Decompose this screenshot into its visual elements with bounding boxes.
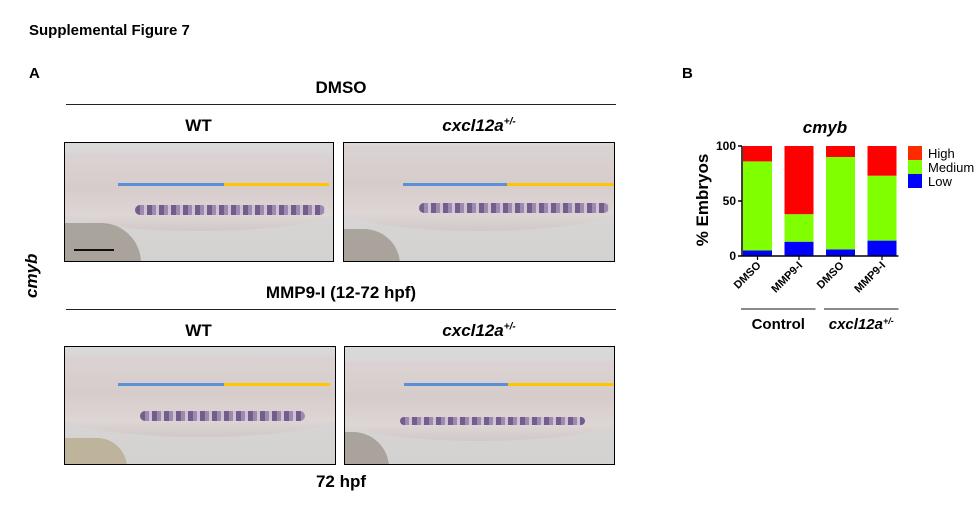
bar-segment-medium <box>826 157 855 250</box>
bar-segment-medium <box>743 161 772 251</box>
gene-label-cmyb: cmyb <box>22 253 41 298</box>
genotype-superscript: +/- <box>503 321 516 333</box>
bar-segment-high <box>743 146 772 162</box>
genotype-heading-cxcl12a: cxcl12a+/- <box>345 116 613 136</box>
treatment-divider <box>66 104 616 105</box>
embryo-tissue <box>345 361 614 441</box>
panel-b-label: B <box>682 65 693 82</box>
y-tick-label: 100 <box>716 139 736 153</box>
treatment-divider <box>66 309 616 310</box>
length-segment-anterior <box>118 183 224 186</box>
cmyb-staining <box>140 411 305 421</box>
image-mmp9i-cxcl12a <box>344 346 615 465</box>
image-dmso-wt <box>64 142 334 262</box>
bar-segment-low <box>867 240 897 256</box>
legend-label-high: High <box>928 146 955 161</box>
x-tick-label: DMSO <box>815 259 847 291</box>
genotype-heading-wt: WT <box>185 321 212 340</box>
length-segment-posterior <box>507 183 614 186</box>
panel-a-label: A <box>29 65 40 82</box>
genotype-heading-cxcl12a: cxcl12a+/- <box>345 321 613 341</box>
embryo-tissue <box>65 355 335 437</box>
yolk-region <box>65 438 127 464</box>
stacked-bar-chart: cmyb % Embryos DMSO MMP9-I DMSO MMP9-I05010… <box>693 118 974 333</box>
legend-label-medium: Medium <box>928 160 974 175</box>
chart-title: cmyb <box>803 118 847 137</box>
length-segment-anterior <box>404 383 508 386</box>
embryo-tissue <box>65 153 333 231</box>
cmyb-staining <box>400 417 585 425</box>
image-dmso-cxcl12a <box>343 142 615 262</box>
treatment-heading-mmp9i: MMP9-I (12-72 hpf) <box>265 283 417 302</box>
yolk-region <box>344 229 400 261</box>
bar-segment-medium <box>784 214 814 242</box>
x-tick-label: DMSO <box>732 259 764 291</box>
embryo-tissue <box>344 145 614 231</box>
y-tick-label: 50 <box>723 194 737 208</box>
x-tick-label: MMP9-I <box>852 260 888 296</box>
group-label: Control <box>752 316 805 333</box>
length-segment-posterior <box>224 383 330 386</box>
group-label-superscript: +/- <box>883 316 894 326</box>
length-segment-posterior <box>224 183 329 186</box>
genotype-superscript: +/- <box>503 116 516 128</box>
length-segment-posterior <box>508 383 614 386</box>
stage-label: 72 hpf <box>315 472 367 491</box>
image-mmp9i-wt <box>64 346 336 465</box>
y-axis-label: % Embryos <box>693 154 712 247</box>
bar-segment-medium <box>867 175 897 241</box>
genotype-name: cxcl12a <box>442 116 504 135</box>
yolk-region <box>345 432 389 464</box>
cmyb-staining <box>135 205 325 215</box>
bar-segment-high <box>784 146 814 215</box>
genotype-heading-wt: WT <box>185 116 212 135</box>
legend-label-low: Low <box>928 174 952 189</box>
genotype-name: cxcl12a <box>442 321 504 340</box>
legend-swatch-high <box>908 146 922 160</box>
treatment-heading-dmso: DMSO <box>315 78 367 97</box>
x-tick-label: MMP9-I <box>769 260 805 296</box>
cmyb-staining <box>419 203 609 213</box>
bar-segment-high <box>826 146 855 157</box>
bars-group <box>743 146 897 256</box>
yolk-region <box>65 223 141 261</box>
figure-title: Supplemental Figure 7 <box>29 22 190 39</box>
length-segment-anterior <box>403 183 507 186</box>
length-segment-anterior <box>118 383 224 386</box>
group-label: cxcl12a+/- <box>829 316 894 333</box>
scale-bar <box>74 249 114 251</box>
bar-segment-low <box>784 241 814 256</box>
bar-segment-low <box>826 249 855 256</box>
legend-swatch-medium <box>908 160 922 174</box>
bar-segment-high <box>867 146 897 176</box>
bar-segment-low <box>743 250 772 256</box>
legend-swatch-low <box>908 174 922 188</box>
y-tick-label: 0 <box>729 249 736 263</box>
